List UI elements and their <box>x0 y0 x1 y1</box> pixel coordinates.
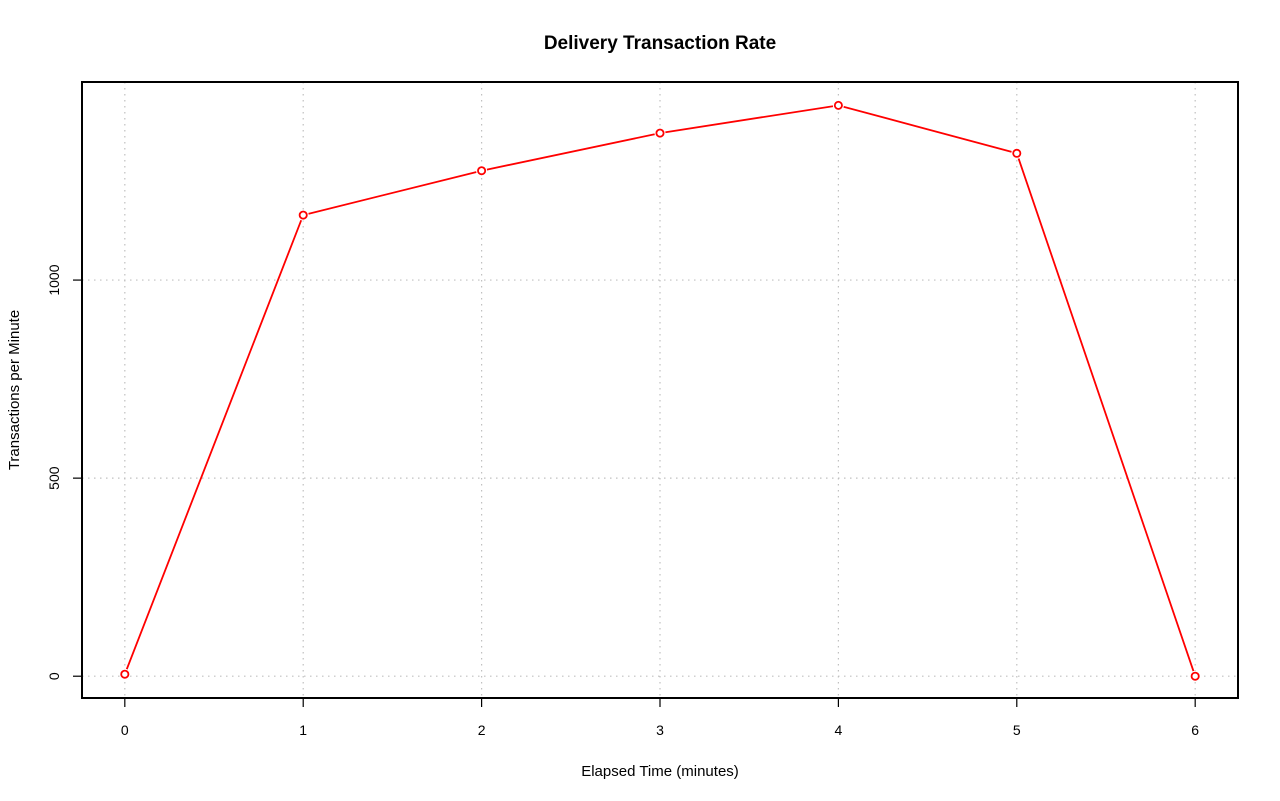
x-axis-label: Elapsed Time (minutes) <box>581 763 739 780</box>
x-tick-label: 1 <box>299 722 307 738</box>
data-point <box>477 166 487 176</box>
data-point <box>298 210 308 220</box>
data-point <box>120 669 130 679</box>
y-tick-label: 1000 <box>46 264 62 295</box>
x-tick-label: 2 <box>478 722 486 738</box>
x-tick-label: 6 <box>1191 722 1199 738</box>
data-point <box>1012 148 1022 158</box>
y-tick-label: 500 <box>46 466 62 490</box>
x-axis: 0 1 2 3 4 5 6 <box>121 698 1199 738</box>
data-point <box>833 100 843 110</box>
x-tick-label: 5 <box>1013 722 1021 738</box>
x-tick-label: 3 <box>656 722 664 738</box>
x-tick-label: 4 <box>834 722 842 738</box>
y-axis-label: Transactions per Minute <box>6 310 23 470</box>
chart-title: Delivery Transaction Rate <box>544 33 776 54</box>
series-layer <box>119 99 1201 682</box>
data-point <box>1190 671 1200 681</box>
y-tick-label: 0 <box>46 672 62 680</box>
x-tick-label: 0 <box>121 722 129 738</box>
data-point <box>655 128 665 138</box>
grid-layer <box>82 82 1238 698</box>
y-axis: 0 500 1000 <box>46 264 82 680</box>
